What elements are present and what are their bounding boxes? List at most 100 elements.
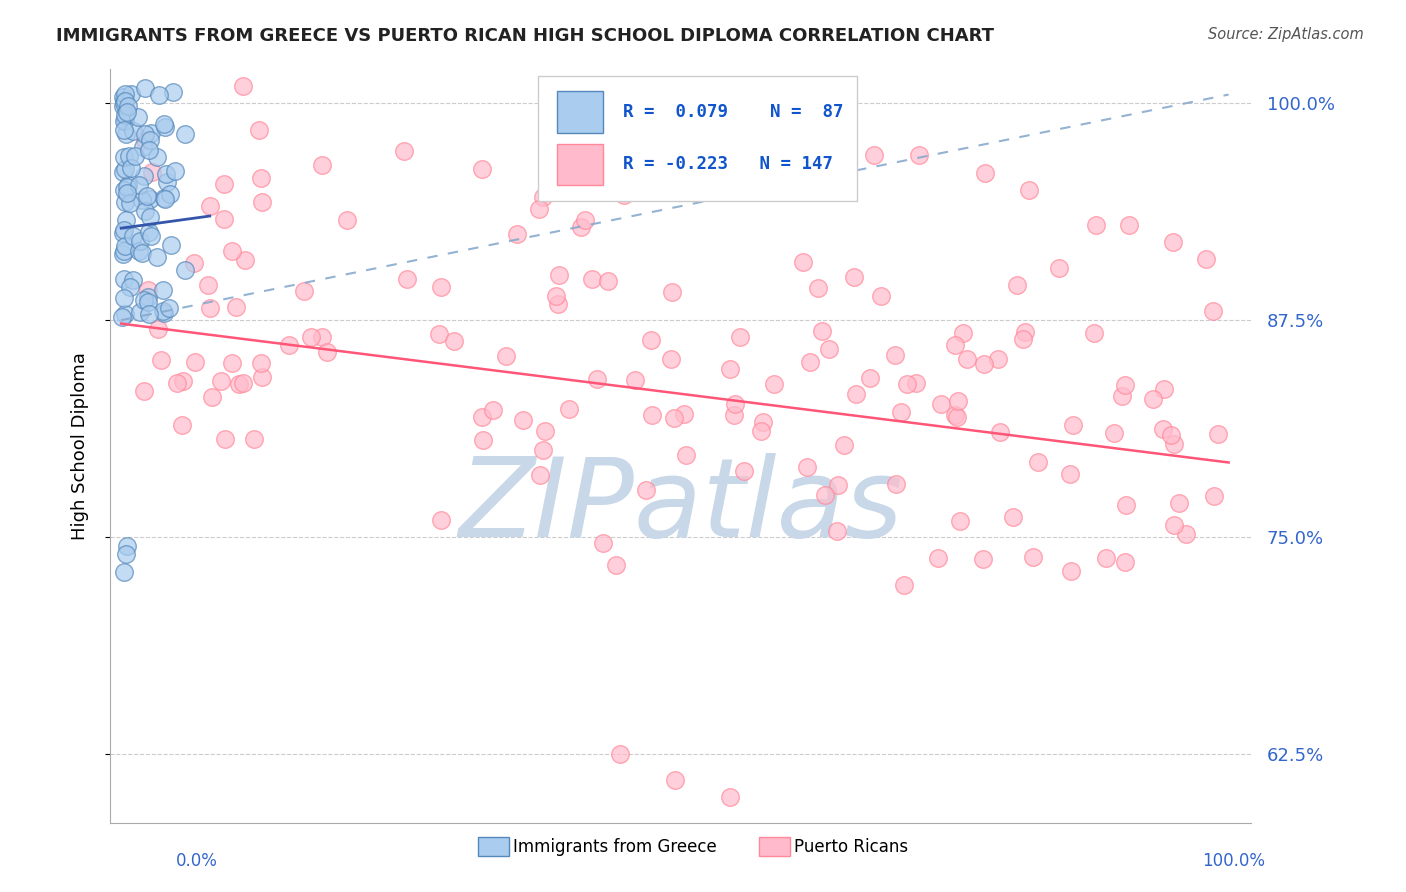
Point xyxy=(214,432,236,446)
Point xyxy=(112,227,135,241)
Point xyxy=(172,374,194,388)
Point xyxy=(145,250,167,264)
Point xyxy=(139,228,162,243)
Point xyxy=(153,120,176,135)
Point xyxy=(796,459,818,474)
Point xyxy=(112,95,135,110)
Point xyxy=(1142,392,1164,406)
Point xyxy=(311,330,333,344)
Point xyxy=(138,143,160,157)
Point xyxy=(890,405,912,419)
Point xyxy=(114,113,136,128)
Point xyxy=(749,424,772,438)
Point xyxy=(214,211,236,226)
FancyBboxPatch shape xyxy=(557,91,603,133)
Point xyxy=(221,356,243,370)
Point xyxy=(141,165,163,179)
Point xyxy=(212,177,235,191)
Point xyxy=(112,113,135,128)
Text: R = -0.223   N = 147: R = -0.223 N = 147 xyxy=(623,155,834,173)
Point xyxy=(1014,325,1036,339)
Point xyxy=(118,148,141,162)
Point xyxy=(724,396,747,410)
Point xyxy=(664,411,686,425)
Point xyxy=(114,107,136,121)
Point xyxy=(623,373,645,387)
Point xyxy=(174,127,197,141)
Point xyxy=(443,334,465,349)
Point xyxy=(948,514,970,528)
Point xyxy=(134,127,156,141)
Point xyxy=(228,376,250,391)
Point xyxy=(136,290,159,304)
Point xyxy=(544,288,567,302)
Point xyxy=(558,402,581,417)
Point xyxy=(472,433,495,447)
Point xyxy=(569,220,592,235)
Point xyxy=(134,81,156,95)
Text: Source: ZipAtlas.com: Source: ZipAtlas.com xyxy=(1208,27,1364,42)
Point xyxy=(252,370,274,384)
Point xyxy=(131,246,153,260)
Point xyxy=(157,301,180,315)
Point xyxy=(118,280,141,294)
Point xyxy=(184,355,207,369)
Point xyxy=(233,253,256,268)
Point xyxy=(792,255,814,269)
Point xyxy=(956,351,979,366)
Point xyxy=(1168,495,1191,509)
Point xyxy=(1094,550,1116,565)
Point xyxy=(225,300,247,314)
Point xyxy=(531,190,554,204)
Point xyxy=(155,167,177,181)
Text: IMMIGRANTS FROM GREECE VS PUERTO RICAN HIGH SCHOOL DIPLOMA CORRELATION CHART: IMMIGRANTS FROM GREECE VS PUERTO RICAN H… xyxy=(56,27,994,45)
Point xyxy=(529,468,551,483)
Point xyxy=(825,524,848,538)
Point xyxy=(1060,564,1083,578)
Point xyxy=(1153,382,1175,396)
Point xyxy=(1111,389,1133,403)
Point xyxy=(249,123,271,137)
Point xyxy=(138,225,160,239)
Point xyxy=(114,161,136,176)
Point xyxy=(987,352,1010,367)
Point xyxy=(127,110,149,124)
Point xyxy=(661,285,683,299)
Point xyxy=(209,374,232,388)
Point xyxy=(1118,218,1140,232)
Point xyxy=(121,273,143,287)
Point xyxy=(136,294,159,309)
Point xyxy=(146,322,169,336)
Point xyxy=(797,131,820,145)
Text: Puerto Ricans: Puerto Ricans xyxy=(794,838,908,855)
Point xyxy=(112,291,135,305)
Point xyxy=(1175,527,1198,541)
Point xyxy=(111,247,134,261)
Point xyxy=(810,324,832,338)
Point xyxy=(299,329,322,343)
Text: ZIPatlas: ZIPatlas xyxy=(458,453,903,560)
Text: 0.0%: 0.0% xyxy=(176,852,218,870)
Text: Immigrants from Greece: Immigrants from Greece xyxy=(513,838,717,855)
Point xyxy=(1195,252,1218,267)
Point xyxy=(138,307,160,321)
Point xyxy=(1022,549,1045,564)
Point xyxy=(114,271,136,285)
Point xyxy=(150,352,173,367)
FancyBboxPatch shape xyxy=(538,76,858,201)
Point xyxy=(858,371,880,385)
Point xyxy=(134,133,156,147)
Point xyxy=(672,407,695,421)
Point xyxy=(278,338,301,352)
Point xyxy=(596,274,619,288)
Point xyxy=(1160,428,1182,442)
Point xyxy=(471,162,494,177)
Point xyxy=(641,408,664,422)
Point xyxy=(131,194,153,208)
Point xyxy=(817,342,839,356)
Point xyxy=(430,280,453,294)
Point xyxy=(392,145,415,159)
Point xyxy=(723,408,745,422)
Point xyxy=(527,202,550,216)
Point xyxy=(166,376,188,390)
